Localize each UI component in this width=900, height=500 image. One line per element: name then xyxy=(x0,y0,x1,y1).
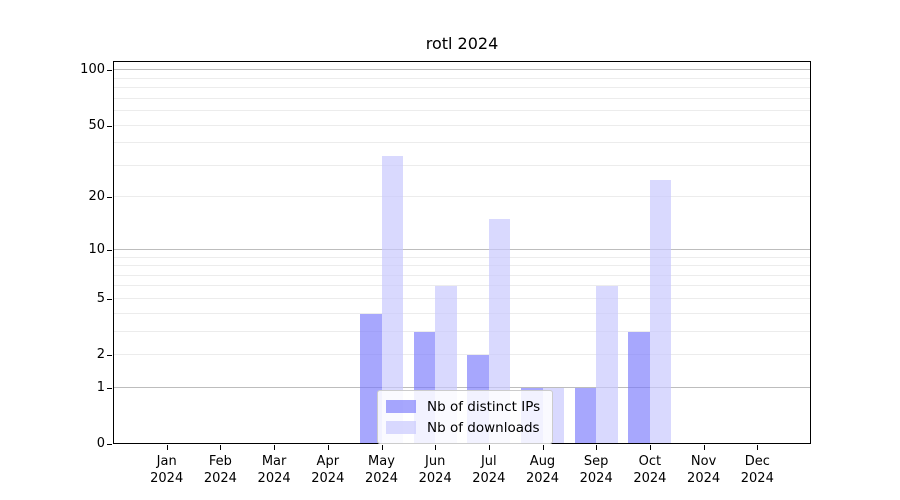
gridline-minor xyxy=(113,142,811,144)
legend-label-distinct-ips: Nb of distinct IPs xyxy=(427,398,541,415)
y-tick-mark xyxy=(107,387,112,389)
legend-swatch-downloads xyxy=(386,421,416,434)
bar-downloads-sep xyxy=(596,286,618,444)
x-tick-mark xyxy=(488,445,490,450)
bar-distinct-ips-oct xyxy=(628,331,650,444)
gridline-minor xyxy=(113,196,811,198)
x-tick-label: May 2024 xyxy=(364,454,399,486)
x-tick-label: Sep 2024 xyxy=(579,454,613,486)
plot-area xyxy=(113,61,811,444)
gridline-minor xyxy=(113,164,811,166)
x-tick-mark xyxy=(327,445,329,450)
x-tick-label: Dec 2024 xyxy=(740,454,774,486)
y-tick-label: 1 xyxy=(96,379,105,395)
chart-title: rotl 2024 xyxy=(425,34,499,53)
y-tick-label: 50 xyxy=(88,117,105,133)
x-tick-label: Oct 2024 xyxy=(633,454,667,486)
gridline-minor xyxy=(113,312,811,314)
y-tick-label: 2 xyxy=(96,347,105,362)
gridline-minor xyxy=(113,354,811,355)
gridline-major xyxy=(113,248,811,250)
x-tick-mark xyxy=(703,445,705,450)
x-tick-label: Nov 2024 xyxy=(687,454,721,486)
x-tick-label: Aug 2024 xyxy=(525,454,560,486)
gridline-minor xyxy=(113,274,811,276)
x-tick-mark xyxy=(596,445,598,450)
x-tick-mark xyxy=(220,445,222,450)
y-tick-mark xyxy=(107,197,112,199)
x-tick-mark xyxy=(757,445,759,450)
gridline-minor xyxy=(113,256,811,258)
y-tick-label: 10 xyxy=(88,241,105,257)
y-tick-label: 100 xyxy=(80,62,105,78)
gridline-minor xyxy=(113,87,811,88)
bar-distinct-ips-may xyxy=(360,313,382,444)
y-tick-label: 0 xyxy=(96,436,105,451)
gridline-minor xyxy=(113,97,811,99)
legend-label-downloads: Nb of downloads xyxy=(427,419,540,436)
x-tick-label: Mar 2024 xyxy=(257,454,291,486)
gridline-minor xyxy=(113,124,811,126)
gridline-minor xyxy=(113,265,811,266)
x-tick-label: Apr 2024 xyxy=(311,454,345,486)
gridline-minor xyxy=(113,330,811,332)
y-tick-mark xyxy=(107,249,112,251)
x-tick-mark xyxy=(542,445,544,450)
x-tick-mark xyxy=(435,445,437,450)
y-tick-label: 20 xyxy=(88,189,105,205)
y-tick-label: 5 xyxy=(96,290,105,306)
gridline-minor xyxy=(113,297,811,299)
x-tick-mark xyxy=(166,445,168,450)
x-tick-mark xyxy=(381,445,383,450)
legend-item-downloads: Nb of downloads xyxy=(386,417,540,438)
x-tick-label: Jan 2024 xyxy=(150,454,184,486)
legend: Nb of distinct IPs Nb of downloads xyxy=(377,390,554,444)
legend-swatch-distinct-ips xyxy=(386,400,416,413)
gridline-minor xyxy=(113,109,811,111)
x-tick-mark xyxy=(274,445,276,450)
x-tick-label: Feb 2024 xyxy=(203,454,237,486)
x-tick-mark xyxy=(649,445,651,450)
y-tick-mark xyxy=(107,444,112,445)
y-tick-mark xyxy=(107,125,112,127)
x-tick-label: Jun 2024 xyxy=(418,454,452,486)
y-tick-mark xyxy=(107,70,112,72)
gridline-major xyxy=(113,69,811,71)
gridline-minor xyxy=(113,285,811,287)
y-tick-mark xyxy=(107,298,112,300)
x-tick-label: Jul 2024 xyxy=(472,454,506,486)
legend-item-distinct-ips: Nb of distinct IPs xyxy=(386,396,540,417)
bar-downloads-may xyxy=(381,156,403,444)
bar-downloads-jul xyxy=(488,219,511,444)
gridline-major xyxy=(113,386,811,388)
bar-distinct-ips-sep xyxy=(574,387,597,444)
y-tick-mark xyxy=(107,355,112,356)
bar-downloads-oct xyxy=(649,180,672,444)
gridline-minor xyxy=(113,77,811,79)
